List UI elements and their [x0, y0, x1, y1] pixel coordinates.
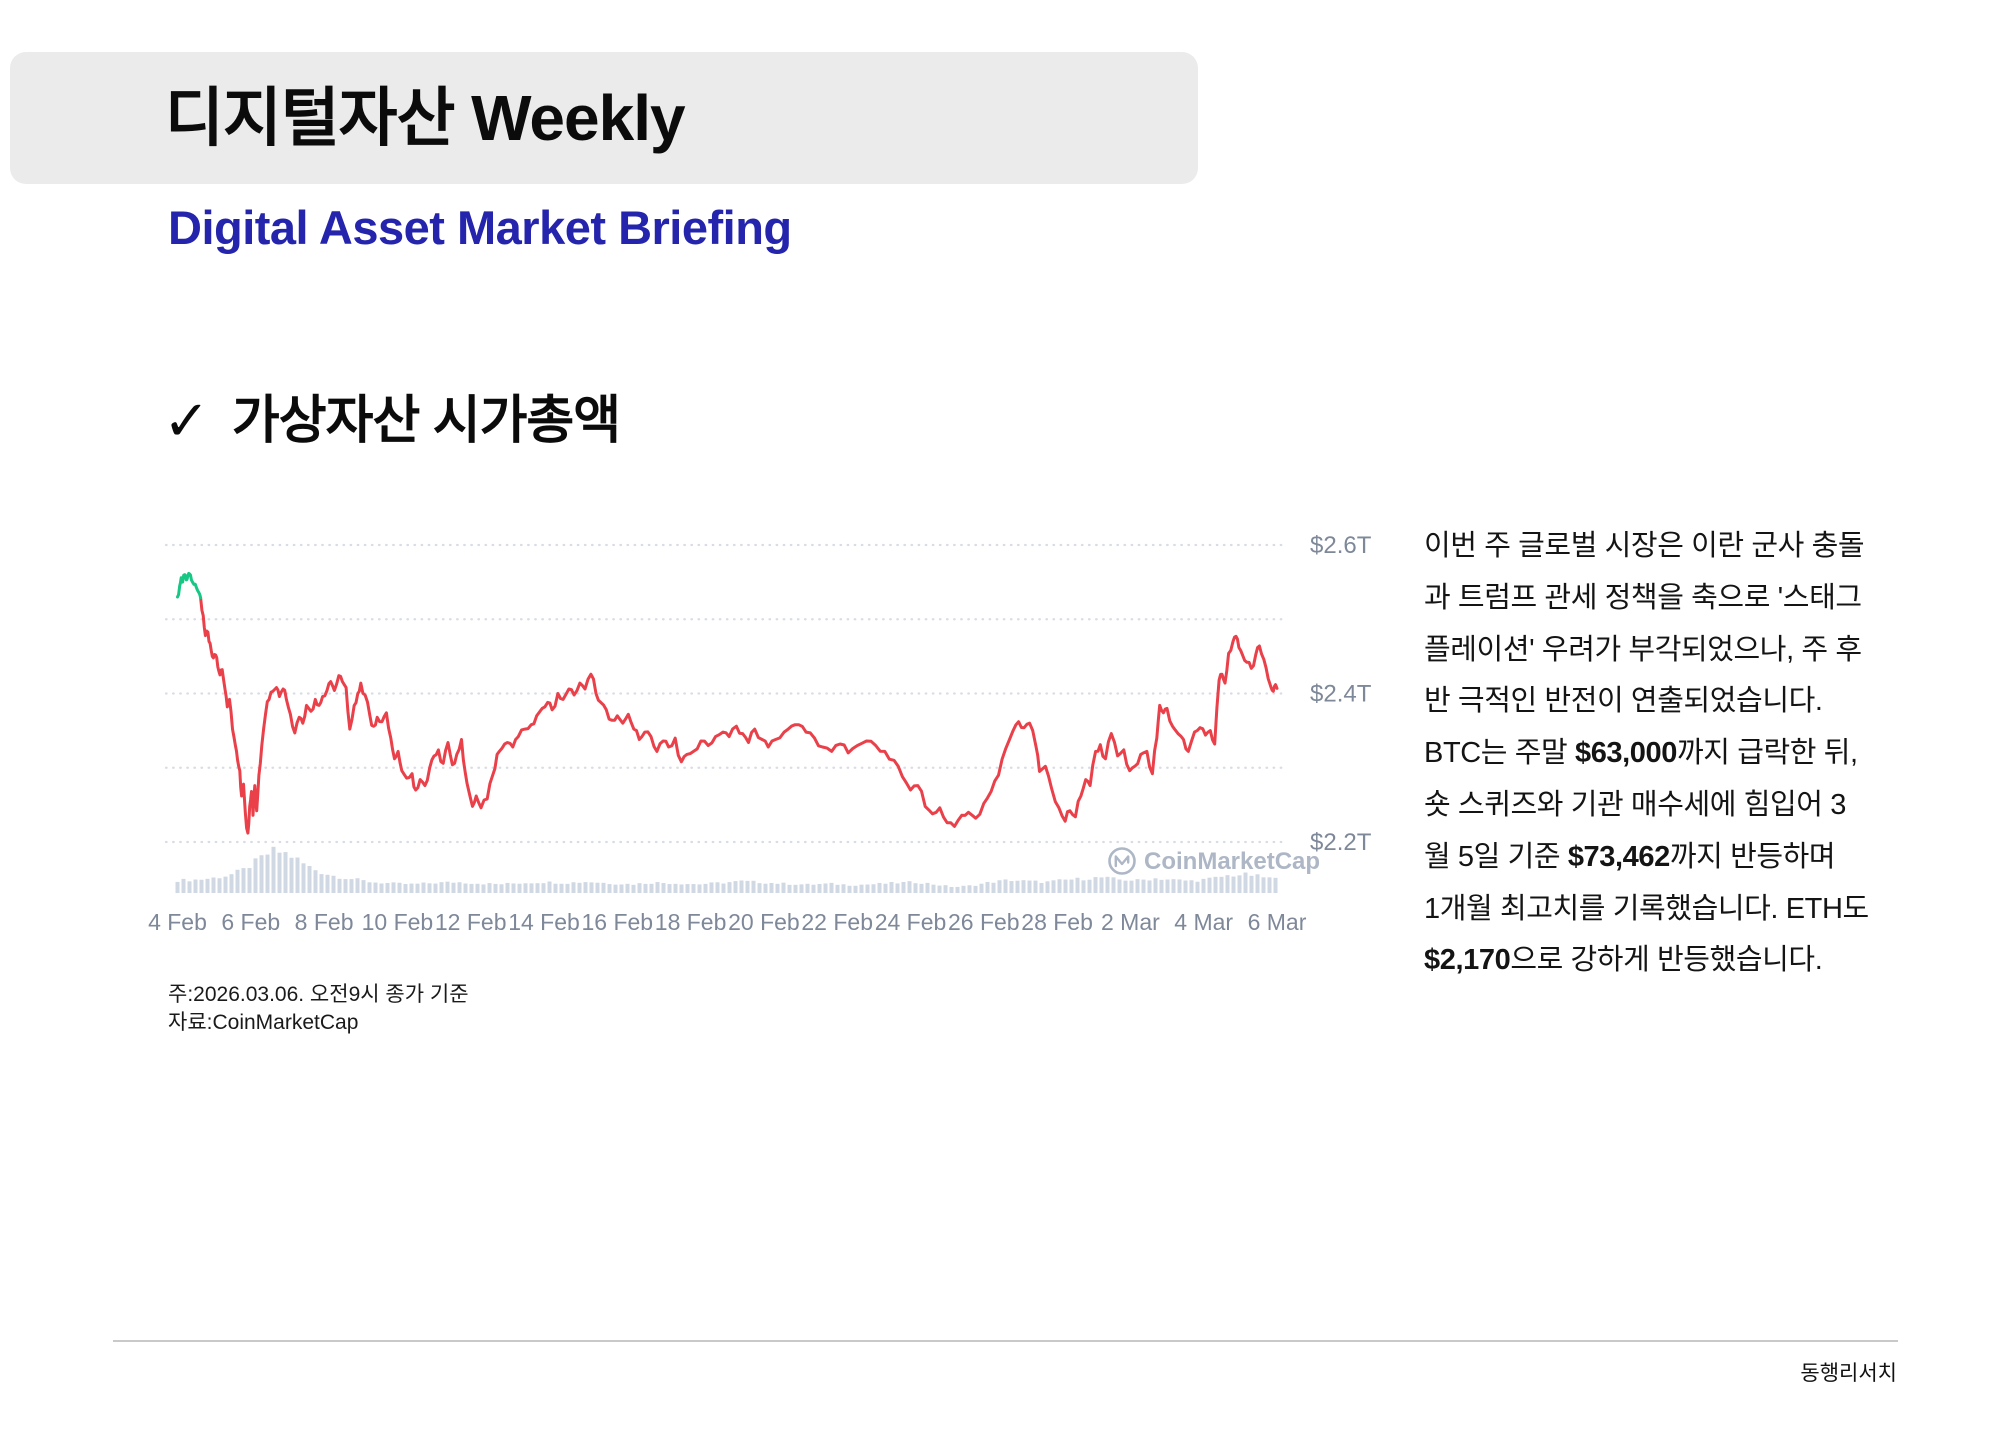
- coinmarketcap-logo-m: [1114, 855, 1130, 868]
- y-axis-label: $2.2T: [1310, 829, 1372, 856]
- market-cap-chart: 4 Feb 6 Feb 8 Feb 10 Feb 12 Feb 14 Feb 16 Feb 1…: [130, 530, 1390, 942]
- commentary-line: 이번 주 글로벌 시장은 이란 군사 충돌: [1424, 530, 1865, 562]
- header-box: 디지털자산 Weekly: [10, 52, 1198, 184]
- commentary-line: $2,170으로 강하게 반등했습니다.: [1424, 944, 1823, 977]
- market-cap-chart-svg: 4 Feb 6 Feb 8 Feb 10 Feb 12 Feb 14 Feb 16 Feb 1…: [148, 532, 1372, 935]
- volume-bars: [175, 846, 1278, 893]
- commentary-line: BTC는 주말 $63,000까지 급락한 뒤,: [1424, 737, 1858, 770]
- commentary-line: 반 극적인 반전이 연출되었습니다.: [1424, 685, 1823, 718]
- market-cap-line-red: [199, 596, 1279, 835]
- note-line: 주:2026.03.06. 오전9시 종가 기준: [168, 983, 469, 1006]
- coinmarketcap-logo-icon: [1108, 847, 1136, 875]
- x-axis-label: 2 Mar: [1101, 909, 1160, 935]
- x-axis-label: 26 Feb: [948, 909, 1020, 935]
- x-axis-label: 14 Feb: [508, 909, 580, 935]
- commentary-line: 과 트럼프 관세 정책을 축으로 '스태그: [1424, 581, 1862, 614]
- x-axis-label: 24 Feb: [875, 909, 947, 935]
- commentary-line: 플레이션' 우려가 부각되었으나, 주 후: [1424, 633, 1862, 666]
- report-title: 디지털자산 Weekly: [165, 82, 686, 154]
- x-axis-label: 20 Feb: [728, 909, 800, 935]
- x-axis-label: 4 Feb: [148, 909, 207, 935]
- market-cap-line-green: [176, 571, 203, 600]
- x-axis-label: 6 Feb: [221, 909, 280, 935]
- y-axis-label: $2.4T: [1310, 681, 1372, 708]
- x-axis-label: 28 Feb: [1021, 909, 1093, 935]
- x-axis-label: 6 Mar: [1248, 909, 1307, 935]
- x-axis-label: 10 Feb: [362, 909, 434, 935]
- x-axis-label: 18 Feb: [655, 909, 727, 935]
- x-axis-label: 8 Feb: [295, 909, 354, 935]
- x-axis-label: 22 Feb: [801, 909, 873, 935]
- footer-divider: [113, 1340, 1898, 1342]
- x-axis-label: 12 Feb: [435, 909, 507, 935]
- x-axis-label: 4 Mar: [1174, 909, 1233, 935]
- commentary-line: 1개월 최고치를 기록했습니다. ETH도: [1424, 892, 1869, 925]
- commentary-line: 숏 스퀴즈와 기관 매수세에 힘입어 3: [1424, 788, 1846, 821]
- report-subtitle: Digital Asset Market Briefing: [168, 201, 792, 254]
- checkmark-icon: ✓: [163, 389, 210, 453]
- note-line: 자료:CoinMarketCap: [168, 1010, 359, 1034]
- x-axis-label: 16 Feb: [581, 909, 653, 935]
- section-heading-text: 가상자산 시가총액: [231, 392, 621, 450]
- footer-brand: 동행리서치: [1800, 1362, 1897, 1385]
- section-heading: ✓ 가상자산 시가총액: [163, 389, 621, 453]
- coinmarketcap-watermark-text: CoinMarketCap: [1144, 848, 1320, 875]
- commentary-line: 월 5일 기준 $73,462까지 반등하며: [1424, 840, 1836, 873]
- y-axis-label: $2.6T: [1310, 532, 1372, 559]
